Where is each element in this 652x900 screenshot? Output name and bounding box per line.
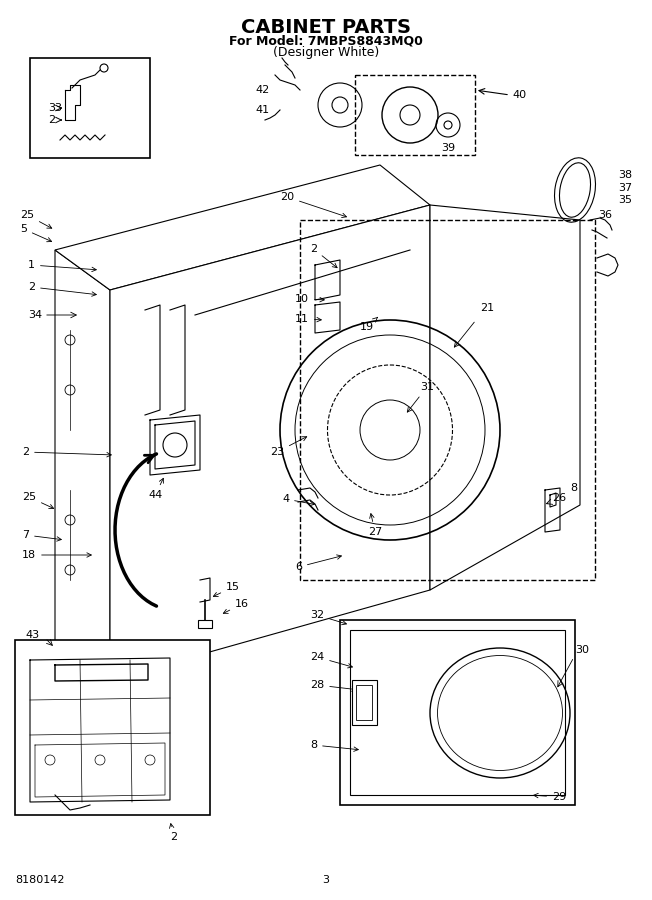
Bar <box>15 640 210 815</box>
Text: 38: 38 <box>618 170 632 180</box>
Text: 6: 6 <box>295 555 342 572</box>
Text: 2: 2 <box>28 282 96 296</box>
Bar <box>340 620 575 805</box>
Text: 31: 31 <box>408 382 434 412</box>
Text: 4: 4 <box>282 494 314 506</box>
Text: 41: 41 <box>256 105 270 115</box>
Text: 30: 30 <box>575 645 589 655</box>
Text: 26: 26 <box>552 493 566 503</box>
Text: 33: 33 <box>48 103 62 113</box>
Text: (Designer White): (Designer White) <box>273 46 379 59</box>
Text: 29: 29 <box>534 792 566 802</box>
Text: 28: 28 <box>310 680 356 691</box>
Text: 2: 2 <box>48 115 55 125</box>
Text: 21: 21 <box>480 303 494 313</box>
Text: 20: 20 <box>280 192 346 218</box>
Text: For Model: 7MBPS8843MQ0: For Model: 7MBPS8843MQ0 <box>229 34 423 47</box>
Text: 34: 34 <box>28 310 42 320</box>
Text: 3: 3 <box>323 875 329 885</box>
Bar <box>300 220 595 580</box>
Text: 8: 8 <box>570 483 577 493</box>
Text: 27: 27 <box>368 514 382 537</box>
Text: 8180142: 8180142 <box>15 875 65 885</box>
Polygon shape <box>55 250 110 680</box>
Text: 36: 36 <box>598 210 612 220</box>
Text: 25: 25 <box>20 210 52 229</box>
Text: 8: 8 <box>310 740 359 752</box>
Text: 15: 15 <box>213 582 240 597</box>
Polygon shape <box>55 165 430 290</box>
Text: 10: 10 <box>295 294 324 304</box>
Bar <box>30 58 150 158</box>
Bar <box>350 630 565 795</box>
Text: CABINET PARTS: CABINET PARTS <box>241 18 411 37</box>
Polygon shape <box>430 205 580 590</box>
Text: 18: 18 <box>22 550 91 560</box>
Bar <box>352 680 377 725</box>
Text: 32: 32 <box>310 610 346 625</box>
Text: 23: 23 <box>270 436 306 457</box>
Bar <box>198 620 212 628</box>
Text: 24: 24 <box>310 652 353 668</box>
Text: 35: 35 <box>618 195 632 205</box>
Text: 2: 2 <box>170 824 177 842</box>
Text: 39: 39 <box>441 143 455 153</box>
Text: 7: 7 <box>22 530 61 541</box>
Text: 16: 16 <box>224 599 249 613</box>
Text: 25: 25 <box>22 492 53 508</box>
Text: 2: 2 <box>310 244 337 267</box>
Bar <box>355 75 475 155</box>
Text: 19: 19 <box>360 318 378 332</box>
Text: 44: 44 <box>148 478 164 500</box>
Polygon shape <box>110 205 430 680</box>
Text: 1: 1 <box>28 260 96 272</box>
Text: 43: 43 <box>25 630 39 640</box>
Text: 37: 37 <box>618 183 632 193</box>
Text: 5: 5 <box>20 224 52 242</box>
Text: 40: 40 <box>512 90 526 100</box>
Text: 42: 42 <box>256 85 270 95</box>
Bar <box>356 685 372 720</box>
Text: 2: 2 <box>22 447 111 457</box>
Text: 11: 11 <box>295 314 321 324</box>
